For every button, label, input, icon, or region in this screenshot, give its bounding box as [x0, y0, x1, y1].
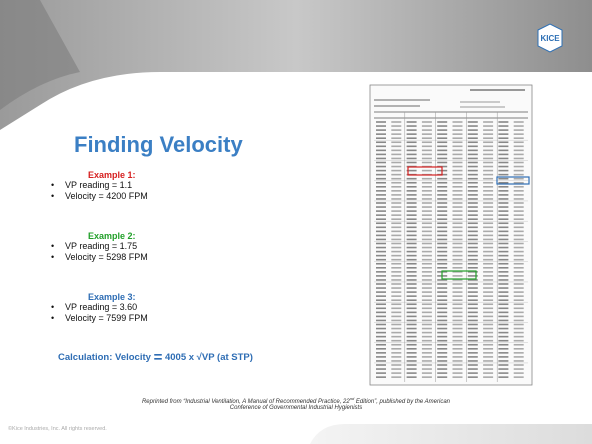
copyright: ©Kice Industries, Inc. All rights reserv… [8, 426, 107, 432]
calc-lead: Calculation: Velocity [58, 352, 154, 363]
citation-line-1: Reprinted from “Industrial Ventilation, … [0, 396, 592, 405]
bullet: Velocity = 5298 FPM [65, 252, 148, 262]
example-label: Example 1: [88, 170, 136, 180]
bullet: Velocity = 4200 FPM [65, 191, 148, 201]
bullet: VP reading = 3.60 [65, 302, 137, 312]
calc-constant: 4005 x [162, 352, 196, 363]
bullet: VP reading = 1.1 [65, 180, 132, 190]
velocity-table-image [370, 85, 532, 385]
bullet: Velocity = 7599 FPM [65, 313, 148, 323]
bullet: VP reading = 1.75 [65, 241, 137, 251]
background: KICE [0, 0, 592, 444]
example-label: Example 2: [88, 231, 136, 241]
footer-bar [310, 424, 592, 444]
logo-text: KICE [540, 34, 560, 43]
calc-equals: = [154, 349, 163, 366]
calc-rest: VP (at STP) [202, 352, 253, 363]
citation-line-2: Conference of Governmental Industrial Hy… [0, 405, 592, 411]
title: Finding Velocity [74, 132, 243, 158]
example-label: Example 3: [88, 292, 136, 302]
slide: KICE Finding Velocity Example 1:VP readi… [0, 0, 592, 444]
calculation: Calculation: Velocity = 4005 x √VP (at S… [58, 349, 253, 366]
